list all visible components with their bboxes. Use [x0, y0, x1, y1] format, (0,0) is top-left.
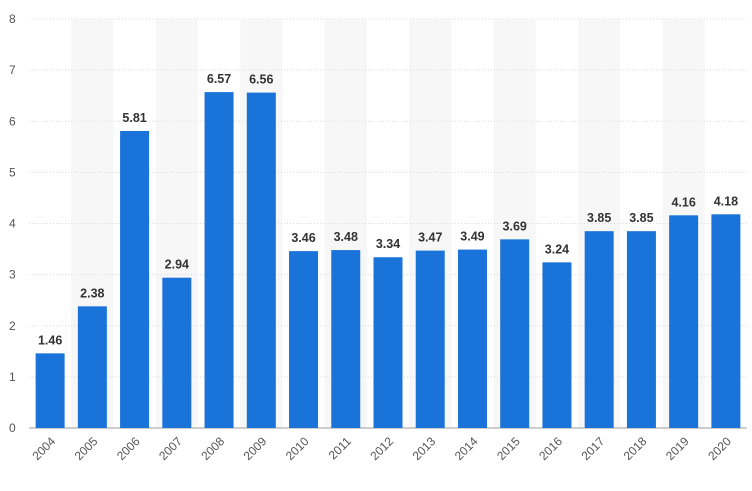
bar — [626, 231, 656, 428]
data-label: 3.85 — [629, 211, 653, 225]
x-tick-label: 2008 — [198, 434, 227, 463]
x-tick-label: 2011 — [326, 434, 354, 462]
bar — [246, 92, 276, 429]
x-tick-label: 2005 — [72, 434, 101, 463]
data-label: 1.46 — [38, 333, 62, 347]
x-tick-label: 2014 — [452, 434, 481, 463]
x-tick-label: 2019 — [663, 434, 692, 463]
bar — [584, 231, 614, 428]
x-tick-label: 2016 — [536, 434, 565, 463]
bar — [711, 214, 741, 428]
data-label: 3.24 — [545, 242, 569, 256]
bars — [35, 92, 741, 429]
data-label: 6.56 — [249, 73, 273, 87]
x-tick-label: 2013 — [410, 434, 439, 463]
data-label: 3.69 — [503, 219, 527, 233]
y-tick-label: 1 — [9, 370, 16, 384]
bar — [77, 306, 107, 428]
data-label: 3.34 — [376, 237, 400, 251]
y-axis: 0 1 2 3 4 5 6 7 8 — [9, 12, 16, 435]
x-tick-label: 2020 — [705, 434, 734, 463]
y-tick-label: 5 — [9, 165, 16, 179]
y-tick-label: 8 — [9, 12, 16, 26]
bar — [204, 92, 234, 428]
x-axis: 2004 2005 2006 2007 2008 2009 2010 2011 2012 2013… — [29, 434, 734, 463]
data-labels: 1.46 2.38 5.81 2.94 6.57 6.56 3.46 3.48 3.34 3.47… — [38, 72, 738, 347]
x-tick-label: 2015 — [494, 434, 523, 463]
bar — [415, 250, 445, 428]
bar — [120, 130, 150, 428]
data-label: 3.85 — [587, 211, 611, 225]
data-label: 3.49 — [460, 230, 484, 244]
x-tick-label: 2012 — [367, 434, 396, 463]
x-tick-label: 2009 — [241, 434, 270, 463]
bar — [35, 353, 65, 428]
x-tick-label: 2006 — [114, 434, 143, 463]
y-tick-label: 7 — [9, 63, 16, 77]
x-tick-label: 2004 — [29, 434, 58, 463]
x-tick-label: 2017 — [579, 434, 608, 463]
y-tick-label: 0 — [9, 421, 16, 435]
data-label: 4.18 — [714, 194, 738, 208]
bar — [162, 277, 192, 428]
x-tick-label: 2018 — [621, 434, 650, 463]
data-label: 2.38 — [80, 286, 104, 300]
bar — [500, 239, 530, 428]
data-label: 3.48 — [334, 230, 358, 244]
bar — [373, 257, 403, 428]
data-label: 6.57 — [207, 72, 231, 86]
y-tick-label: 6 — [9, 114, 16, 128]
data-label: 3.47 — [418, 231, 442, 245]
data-label: 3.46 — [291, 231, 315, 245]
data-label: 5.81 — [122, 111, 146, 125]
x-tick-label: 2007 — [156, 434, 185, 463]
bar — [669, 215, 699, 428]
bar — [457, 249, 487, 428]
y-tick-label: 2 — [9, 319, 16, 333]
y-tick-label: 3 — [9, 268, 16, 282]
bar — [289, 251, 319, 428]
x-tick-label: 2010 — [283, 434, 312, 463]
data-label: 2.94 — [165, 258, 189, 272]
data-label: 4.16 — [671, 195, 695, 209]
y-tick-label: 4 — [9, 217, 16, 231]
bar — [542, 262, 572, 428]
bar — [331, 250, 361, 428]
